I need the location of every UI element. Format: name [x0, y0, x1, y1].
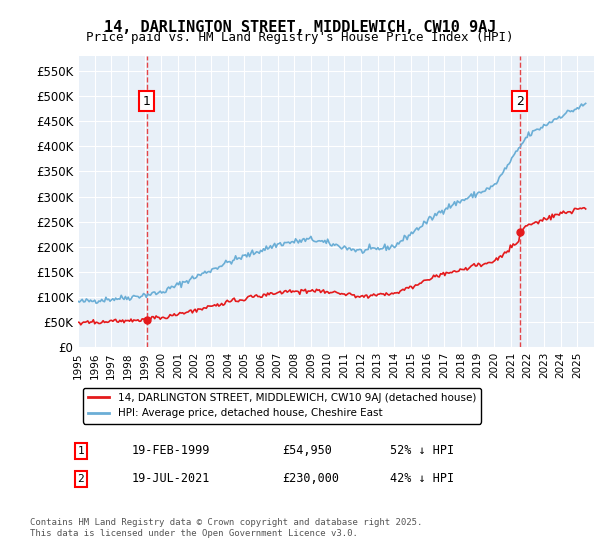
- Text: 42% ↓ HPI: 42% ↓ HPI: [390, 472, 454, 486]
- Text: 2: 2: [516, 95, 524, 108]
- Text: Contains HM Land Registry data © Crown copyright and database right 2025.
This d: Contains HM Land Registry data © Crown c…: [30, 518, 422, 538]
- Text: 52% ↓ HPI: 52% ↓ HPI: [390, 444, 454, 458]
- Text: 19-JUL-2021: 19-JUL-2021: [132, 472, 211, 486]
- Text: 2: 2: [77, 474, 85, 484]
- Text: 19-FEB-1999: 19-FEB-1999: [132, 444, 211, 458]
- Text: 14, DARLINGTON STREET, MIDDLEWICH, CW10 9AJ: 14, DARLINGTON STREET, MIDDLEWICH, CW10 …: [104, 20, 496, 35]
- Text: £230,000: £230,000: [282, 472, 339, 486]
- Text: £54,950: £54,950: [282, 444, 332, 458]
- Text: 1: 1: [77, 446, 85, 456]
- Legend: 14, DARLINGTON STREET, MIDDLEWICH, CW10 9AJ (detached house), HPI: Average price: 14, DARLINGTON STREET, MIDDLEWICH, CW10 …: [83, 388, 481, 423]
- Text: Price paid vs. HM Land Registry's House Price Index (HPI): Price paid vs. HM Land Registry's House …: [86, 31, 514, 44]
- Text: 1: 1: [143, 95, 151, 108]
